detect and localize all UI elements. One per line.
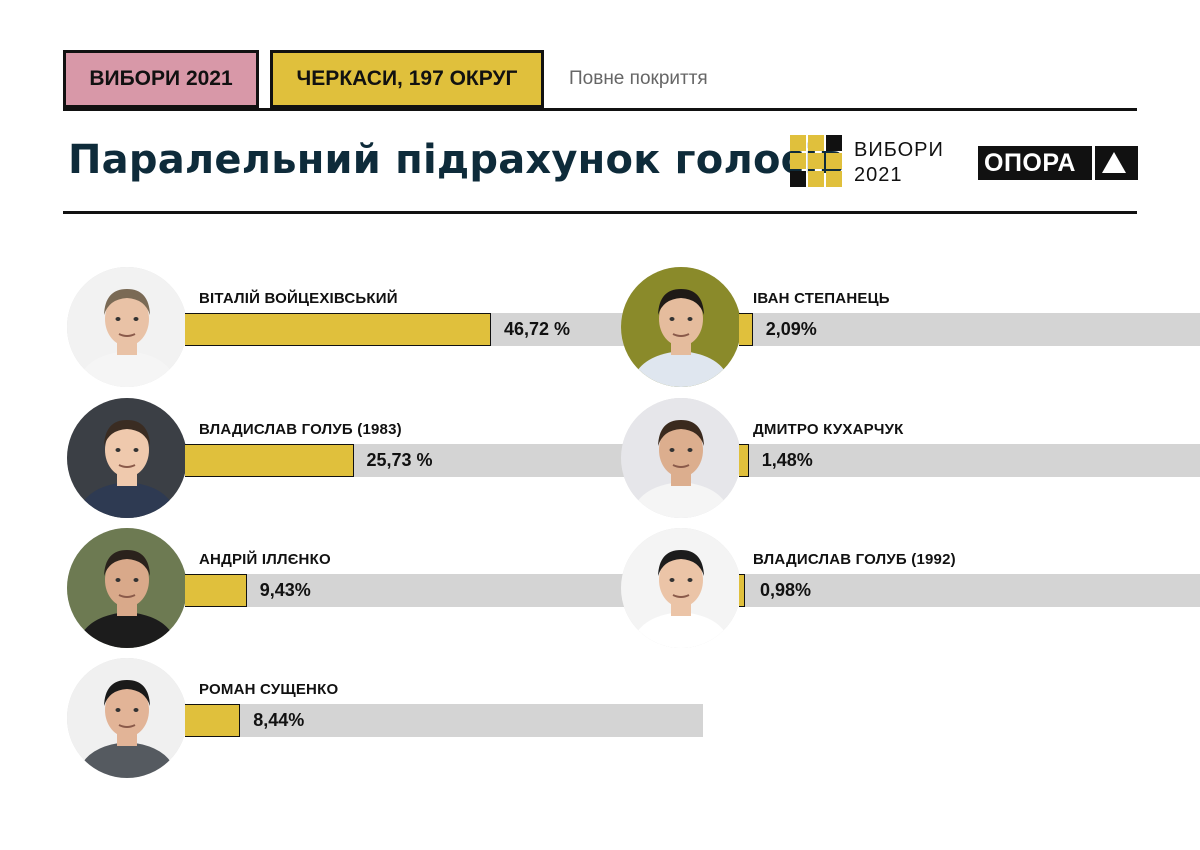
vote-bar <box>739 574 746 607</box>
vybory-logo-line1: ВИБОРИ <box>854 139 944 161</box>
top-divider <box>63 108 1137 111</box>
vote-percent-label: 1,48% <box>761 450 813 470</box>
candidate-photo <box>67 267 187 387</box>
opora-logo-divider <box>1092 146 1095 180</box>
candidate-photo <box>621 267 741 387</box>
candidate-name: ВІТАЛІЙ ВОЙЦЕХІВСЬКИЙ <box>199 290 398 307</box>
opora-logo: ОПОРА <box>978 146 1138 180</box>
vote-bar <box>739 313 753 346</box>
vote-bar <box>185 313 491 346</box>
candidate-name: ДМИТРО КУХАРЧУК <box>753 421 904 438</box>
page-title: Паралельний підрахунок голосів <box>68 137 844 183</box>
vote-percent-label: 0,98% <box>760 580 812 600</box>
elections-tag: ВИБОРИ 2021 <box>63 50 259 108</box>
candidate-photo <box>67 398 187 518</box>
vote-bar <box>739 444 749 477</box>
vybory-logo-icon <box>790 135 844 189</box>
vybory-logo-line2: 2021 <box>854 164 903 186</box>
bar-track: 0,98% <box>739 574 1200 607</box>
bar-track: 25,73 % <box>185 444 703 477</box>
candidate-photo <box>67 528 187 648</box>
candidate-photo <box>621 528 741 648</box>
bar-track: 2,09% <box>739 313 1200 346</box>
candidate-name: РОМАН СУЩЕНКО <box>199 681 339 698</box>
candidate-name: АНДРІЙ ІЛЛЄНКО <box>199 551 331 568</box>
vote-percent-label: 2,09% <box>765 319 817 339</box>
vybory-logo-text: ВИБОРИ 2021 <box>854 138 944 188</box>
bar-track: 1,48% <box>739 444 1200 477</box>
vote-percent-label: 25,73 % <box>366 450 433 470</box>
candidate-name: ІВАН СТЕПАНЕЦЬ <box>753 290 890 307</box>
candidate-photo <box>621 398 741 518</box>
candidate-name: ВЛАДИСЛАВ ГОЛУБ (1983) <box>199 421 402 438</box>
bar-track: 9,43% <box>185 574 703 607</box>
vote-bar <box>185 444 354 477</box>
coverage-label: Повне покриття <box>569 68 708 89</box>
district-tag: ЧЕРКАСИ, 197 ОКРУГ <box>270 50 544 108</box>
vote-percent-label: 8,44% <box>253 710 305 730</box>
candidate-name: ВЛАДИСЛАВ ГОЛУБ (1992) <box>753 551 956 568</box>
bar-track: 46,72 % <box>185 313 703 346</box>
vote-percent-label: 46,72 % <box>504 319 571 339</box>
candidate-photo <box>67 658 187 778</box>
vote-bar <box>185 574 247 607</box>
vote-percent-label: 9,43% <box>259 580 311 600</box>
opora-logo-text: ОПОРА <box>984 148 1076 177</box>
vote-bar <box>185 704 241 737</box>
title-divider <box>63 211 1137 214</box>
bar-track: 8,44% <box>185 704 703 737</box>
triangle-icon <box>1102 152 1126 173</box>
